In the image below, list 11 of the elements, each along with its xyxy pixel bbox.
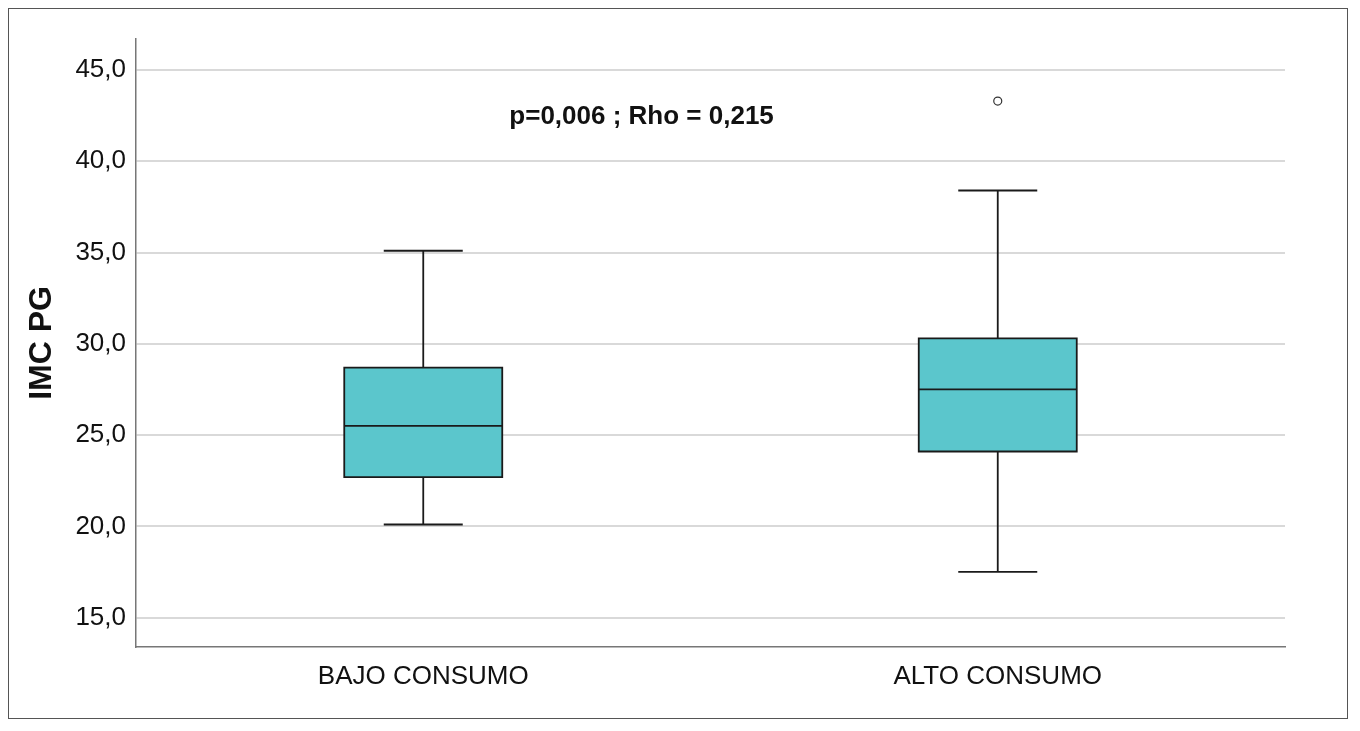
y-axis-title: IMC PG bbox=[22, 286, 59, 400]
y-tick-label: 35,0 bbox=[75, 235, 126, 266]
y-tick-label: 25,0 bbox=[75, 418, 126, 449]
y-tick-label: 45,0 bbox=[75, 53, 126, 84]
annotation: p=0,006 ; Rho = 0,215 bbox=[509, 100, 774, 131]
y-tick-label: 15,0 bbox=[75, 600, 126, 631]
x-tick-label: BAJO CONSUMO bbox=[317, 659, 529, 690]
y-tick-label: 20,0 bbox=[75, 509, 126, 540]
x-tick-label: ALTO CONSUMO bbox=[893, 659, 1103, 690]
y-tick-label: 30,0 bbox=[75, 326, 126, 357]
y-tick-label: 40,0 bbox=[75, 144, 126, 175]
